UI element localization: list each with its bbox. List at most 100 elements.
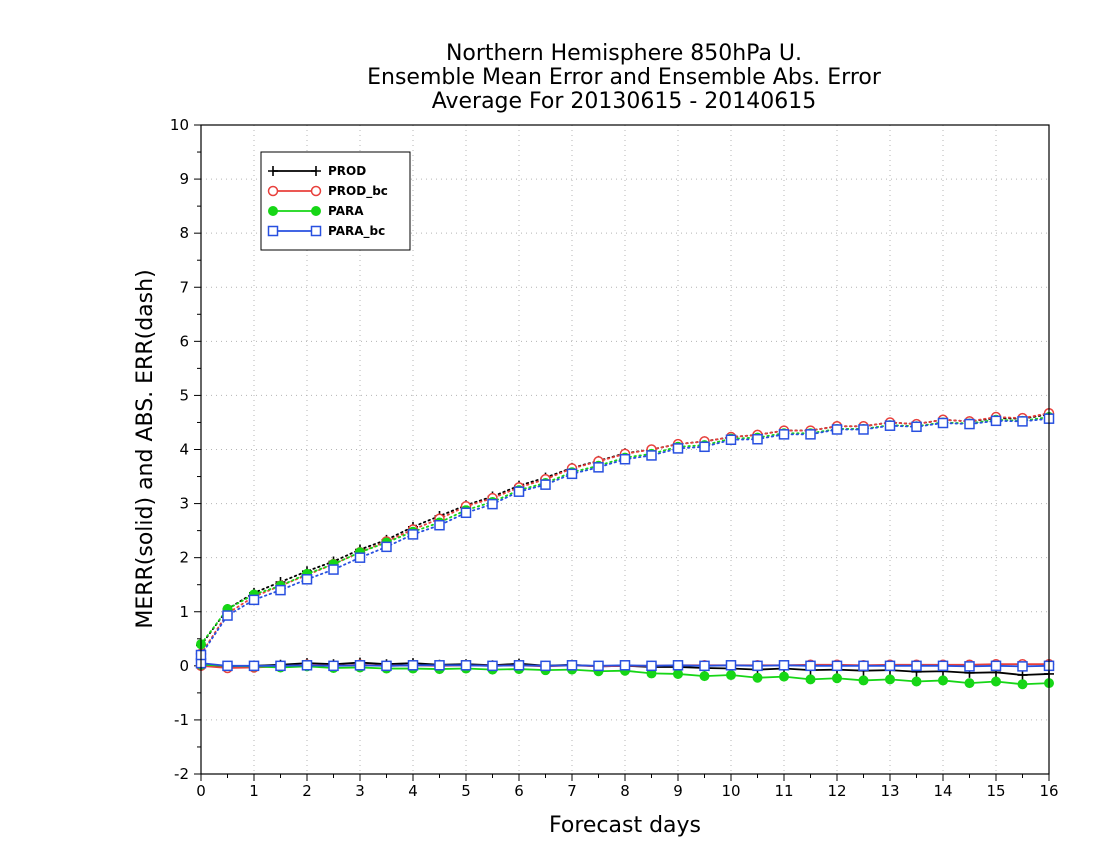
abs-err-point-para-bc [911, 421, 922, 433]
x-tick-label: 4 [408, 782, 418, 800]
legend-box [260, 151, 411, 251]
legend-label: PROD_bc [328, 184, 388, 199]
x-tick-label: 12 [827, 782, 846, 800]
merr-point-para [805, 674, 816, 685]
merr-point-para [938, 675, 948, 686]
y-tick-label: -1 [174, 711, 189, 729]
legend-item-para: PARA [268, 204, 364, 218]
abs-err-point-para-bc [699, 441, 710, 453]
merr-point-para [673, 668, 683, 679]
merr-point-para-bc [301, 660, 313, 671]
merr-point-para-bc [805, 660, 816, 672]
merr-point-para-bc [778, 660, 790, 671]
merr-point-para-bc [381, 660, 392, 672]
x-tick-label: 7 [567, 782, 577, 800]
x-tick-label: 0 [196, 782, 206, 800]
x-tick-label: 15 [986, 782, 1005, 800]
abs-err-point-para-bc [301, 574, 313, 585]
abs-err-point-para-bc [937, 417, 949, 429]
y-tick-label: 3 [179, 495, 189, 513]
y-tick-label: 1 [179, 603, 189, 621]
merr-point-para [699, 671, 710, 682]
abs-err-point-para-bc [248, 594, 260, 606]
abs-err-point-para-bc [354, 552, 366, 563]
x-tick-label: 8 [620, 782, 630, 800]
abs-err-point-para-bc [566, 468, 578, 480]
merr-point-para-bc [990, 660, 1002, 672]
x-tick-label: 5 [461, 782, 471, 800]
merr-point-para-bc [699, 660, 710, 672]
merr-point-para-bc [672, 660, 684, 671]
x-axis-label: Forecast days [549, 813, 701, 838]
legend-marker [268, 206, 278, 216]
abs-err-point-para-bc [646, 450, 657, 461]
abs-err-point-para-bc [540, 479, 551, 490]
merr-point-para-bc [911, 660, 922, 672]
legend-marker [267, 225, 279, 237]
x-tick-label: 3 [355, 782, 365, 800]
legend-marker [311, 206, 321, 216]
x-tick-label: 14 [933, 782, 952, 800]
legend-item-para-bc: PARA_bc [267, 224, 385, 239]
abs-err-point-para-bc [752, 433, 763, 445]
abs-err-point-para-bc [858, 424, 869, 435]
chart-title-line-3: Average For 20130615 - 20140615 [432, 89, 817, 114]
x-tick-label: 1 [249, 782, 259, 800]
abs-err-point-para-bc [1017, 416, 1028, 427]
merr-point-para [1017, 679, 1028, 690]
y-tick-label: 0 [179, 657, 189, 675]
merr-point-para-bc [434, 660, 445, 671]
merr-point-para [726, 670, 736, 681]
x-tick-label: 2 [302, 782, 312, 800]
x-tick-label: 11 [774, 782, 793, 800]
legend-label: PARA [328, 204, 364, 218]
legend: PROD PROD_bc PARA PARA_bc [260, 151, 411, 251]
legend-item-prod-bc: PROD_bc [267, 184, 388, 199]
merr-point-para-bc [964, 661, 975, 672]
abs-err-point-para-bc [805, 429, 816, 440]
merr-point-para-bc [646, 660, 657, 672]
merr-point-para [911, 676, 922, 687]
y-tick-label: 9 [179, 170, 189, 188]
legend-marker [310, 225, 322, 237]
abs-err-point-para-bc [434, 519, 445, 531]
plot-frame [200, 124, 1050, 775]
abs-err-point-para-bc [222, 610, 233, 621]
merr-point-para-bc [858, 660, 869, 672]
x-tick-label: 16 [1039, 782, 1058, 800]
abs-err-point-para-bc [964, 418, 975, 430]
abs-err-point-para-bc [831, 424, 843, 435]
legend-marker [267, 185, 279, 197]
y-tick-label: 7 [179, 278, 189, 296]
merr-point-para-bc [248, 660, 260, 672]
y-tick-label: 6 [179, 332, 189, 350]
abs-err-point-para-bc [990, 415, 1002, 427]
chart-title: Northern Hemisphere 850hPa U. Ensemble M… [367, 41, 882, 114]
chart-title-line-1: Northern Hemisphere 850hPa U. [446, 41, 802, 66]
merr-point-para-bc [752, 660, 763, 672]
x-tick-label: 9 [673, 782, 683, 800]
merr-point-para-bc [831, 660, 843, 672]
legend-marker [310, 185, 322, 197]
abs-err-point-para-bc [593, 462, 604, 473]
merr-point-para [991, 676, 1001, 687]
merr-point-para-bc [593, 660, 604, 672]
merr-point-para-bc [328, 660, 339, 672]
merr-point-para-bc [513, 660, 525, 671]
merr-point-para-bc [619, 660, 631, 671]
merr-point-para [752, 672, 763, 683]
merr-point-para-bc [222, 660, 233, 672]
merr-point-para [885, 674, 895, 685]
merr-point-para [858, 675, 869, 686]
merr-point-para-bc [460, 660, 472, 671]
x-tick-label: 6 [514, 782, 524, 800]
abs-err-point-para-bc [407, 529, 419, 540]
y-axis-label: MERR(solid) and ABS. ERR(dash) [133, 269, 158, 628]
legend-label: PROD [328, 164, 366, 178]
merr-point-para [964, 678, 975, 689]
y-tick-label: 2 [179, 549, 189, 567]
merr-point-para-bc [487, 660, 498, 672]
legend-label: PARA_bc [328, 224, 385, 239]
series-para-bc [195, 413, 1055, 672]
plot-series [195, 408, 1055, 690]
